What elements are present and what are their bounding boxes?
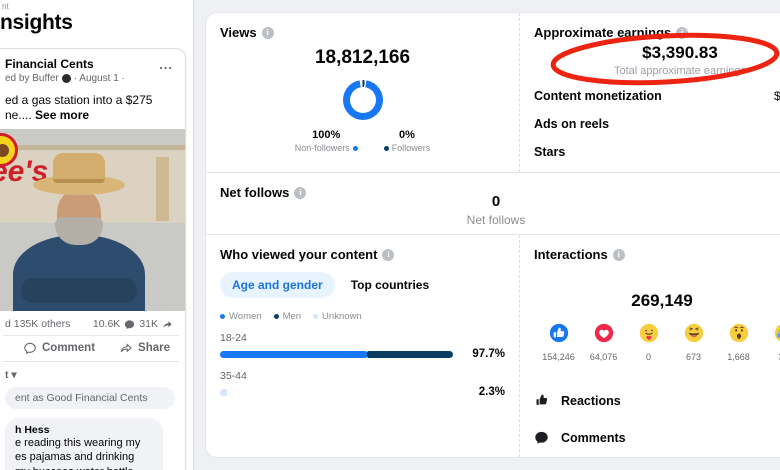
legend-non-followers: 100% Non-followers xyxy=(295,129,358,153)
earnings-row-stars[interactable]: Stars xyxy=(534,145,566,159)
comment-input[interactable]: ent as Good Financial Cents xyxy=(5,387,175,409)
comment-bubble-icon xyxy=(535,431,548,444)
bar-18-24 xyxy=(220,350,453,358)
reactions-breakdown: 154,246 64,076 0 673 1,668 xyxy=(536,323,780,362)
see-more-link[interactable]: See more xyxy=(35,108,90,122)
comment-button[interactable]: Comment xyxy=(23,341,95,355)
views-panel: Views i 18,812,166 100% Non-followers 0%… xyxy=(206,13,519,172)
interactions-total: 269,149 xyxy=(631,291,693,310)
info-icon[interactable]: i xyxy=(676,26,689,39)
bar-35-44 xyxy=(220,388,453,396)
interactions-row-shares[interactable]: Shares xyxy=(534,456,780,457)
reaction-haha: 673 xyxy=(671,323,716,362)
share-button[interactable]: Share xyxy=(119,341,170,355)
sad-reaction-icon xyxy=(774,324,780,342)
interactions-title: Interactions xyxy=(534,247,608,262)
comment-count[interactable]: 10.6K xyxy=(92,318,121,330)
reaction-sad: 39 xyxy=(761,323,780,362)
commenter-name[interactable]: h Hess xyxy=(15,424,50,436)
info-icon[interactable]: i xyxy=(382,248,395,261)
love-reaction-icon xyxy=(594,323,613,343)
comment-bubble-icon xyxy=(125,319,135,329)
reaction-count[interactable]: d 135K others xyxy=(5,318,71,330)
info-icon[interactable]: i xyxy=(294,186,307,199)
age-bar-18-24: 18-24 97.7% xyxy=(220,332,505,360)
post-engagement-stats: d 135K others 10.6K 31K xyxy=(0,311,185,335)
net-follows-title: Net follows xyxy=(220,185,290,200)
buffer-badge-icon xyxy=(61,74,71,83)
unknown-dot xyxy=(313,314,319,319)
chevron-down-icon: ▾ xyxy=(11,369,17,381)
net-follows-panel: Net follows i 0 Net follows xyxy=(206,173,780,235)
post-text: ed a gas station into a $275 ne.... See … xyxy=(5,93,153,122)
thumbs-up-icon xyxy=(536,394,548,405)
age-bar-35-44: 35-44 2.3% xyxy=(220,370,505,398)
info-icon[interactable]: i xyxy=(261,26,274,39)
earnings-total: $3,390.83 xyxy=(642,43,718,62)
post-meta: ed by Buffer · August 1 · xyxy=(5,73,125,84)
like-reaction-icon xyxy=(549,323,568,343)
comment-item: h Hess e reading this wearing my es paja… xyxy=(5,418,175,470)
sidebar: nt nsights Financial Cents ... ed by Buf… xyxy=(0,0,194,470)
earnings-subtitle: Total approximate earnings xyxy=(613,65,747,77)
tab-top-countries[interactable]: Top countries xyxy=(350,278,430,292)
comment-outline-icon xyxy=(24,342,36,355)
wow-reaction-icon xyxy=(729,323,748,343)
interactions-panel: Interactions i 269,149 154,246 64,076 0 xyxy=(519,235,780,457)
page-title: nsights xyxy=(0,11,73,34)
views-title: Views xyxy=(220,25,257,40)
interactions-row-comments[interactable]: Comments xyxy=(534,419,780,456)
comment-bubble: h Hess e reading this wearing my es paja… xyxy=(5,418,163,470)
reaction-wow: 1,668 xyxy=(716,323,761,362)
post-photo[interactable]: ee's xyxy=(0,129,185,311)
share-outline-icon xyxy=(120,343,132,353)
interactions-row-reactions[interactable]: Reactions xyxy=(534,382,780,419)
views-donut-chart xyxy=(342,80,383,120)
who-viewed-title: Who viewed your content xyxy=(220,247,378,262)
followers-dot xyxy=(383,145,389,151)
post-menu-button[interactable]: ... xyxy=(159,57,173,72)
share-arrow-icon xyxy=(163,320,172,328)
breadcrumb: nt xyxy=(2,2,9,11)
post-author[interactable]: Financial Cents xyxy=(5,57,94,71)
haha-reaction-icon xyxy=(684,323,703,343)
post-action-bar: Comment Share xyxy=(3,335,179,362)
who-viewed-panel: Who viewed your content i Age and gender… xyxy=(206,235,519,457)
earnings-title: Approximate earnings xyxy=(534,25,672,40)
earnings-row-ads-on-reels[interactable]: Ads on reels xyxy=(534,117,610,131)
age-gender-legend: Women Men Unknown xyxy=(220,311,505,322)
care-reaction-icon xyxy=(639,323,658,343)
views-total: 18,812,166 xyxy=(314,47,411,68)
earnings-row-value: $3 xyxy=(774,89,780,103)
insights-panel: Views i 18,812,166 100% Non-followers 0%… xyxy=(205,12,780,458)
post-preview-card: Financial Cents ... ed by Buffer · Augus… xyxy=(0,48,186,470)
earnings-row-content-monetization[interactable]: Content monetization $3 xyxy=(534,89,780,117)
women-dot xyxy=(220,314,225,319)
reaction-love: 64,076 xyxy=(581,323,626,362)
comment-sort-dropdown[interactable]: t ▾ xyxy=(5,369,17,381)
tab-age-and-gender[interactable]: Age and gender xyxy=(220,272,335,298)
non-followers-dot xyxy=(352,145,358,151)
men-dot xyxy=(273,314,279,319)
info-icon[interactable]: i xyxy=(612,248,625,261)
legend-followers: 0% Followers xyxy=(383,129,430,153)
reaction-care: 0 xyxy=(626,323,671,362)
share-count[interactable]: 31K xyxy=(139,318,158,330)
earnings-panel: Approximate earnings i $3,390.83 Total a… xyxy=(519,13,780,172)
net-follows-value: 0 xyxy=(491,193,501,210)
net-follows-label: Net follows xyxy=(466,213,526,227)
reaction-like: 154,246 xyxy=(536,323,581,362)
